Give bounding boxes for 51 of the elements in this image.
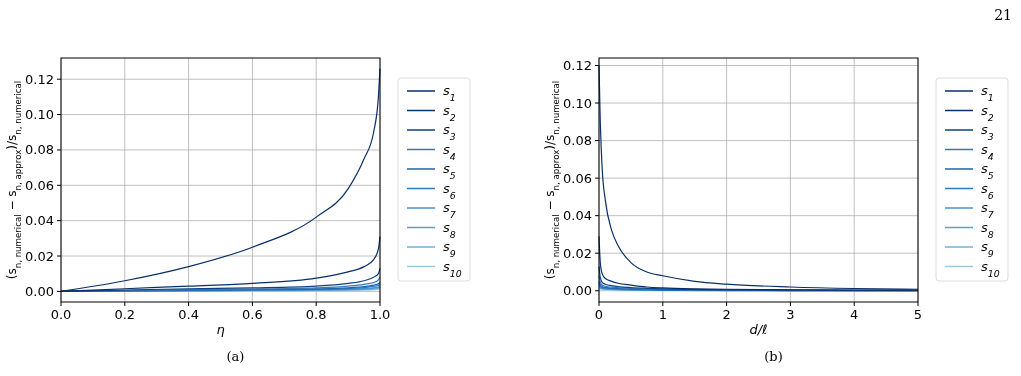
legend-label: s$_{4}$ bbox=[443, 141, 456, 161]
text: (b) bbox=[764, 349, 783, 364]
x-tick-label: 5 bbox=[913, 307, 923, 322]
x-tick-label: 2 bbox=[722, 307, 731, 322]
text: (a) bbox=[226, 349, 245, 364]
legend-label: s$_{9}$ bbox=[443, 239, 456, 259]
legend-label: s$_{1}$ bbox=[981, 83, 994, 103]
x-tick-label: 0.6 bbox=[242, 307, 263, 322]
legend-label: s$_{2}$ bbox=[443, 102, 456, 122]
x-axis-title: η bbox=[216, 322, 225, 337]
x-tick-label: 3 bbox=[786, 307, 795, 322]
y-tick-label: 0.10 bbox=[25, 107, 54, 123]
legend-label: s$_{5}$ bbox=[981, 161, 994, 181]
y-tick-label: 0.02 bbox=[25, 248, 54, 264]
legend-label: s$_{6}$ bbox=[443, 180, 456, 200]
y-tick-label: 0.08 bbox=[25, 142, 54, 158]
text: 21 bbox=[994, 7, 1012, 23]
legend-label: s$_{10}$ bbox=[443, 258, 462, 278]
legend-label: s$_{2}$ bbox=[981, 102, 994, 122]
y-tick-label: 0.06 bbox=[563, 170, 592, 186]
x-tick-label: 0.0 bbox=[50, 307, 72, 322]
x-tick-label: 1 bbox=[658, 307, 667, 322]
legend-label: s$_{9}$ bbox=[981, 239, 994, 259]
x-tick-label: 0.4 bbox=[178, 307, 199, 322]
legend-label: s$_{3}$ bbox=[981, 122, 994, 142]
y-tick-label: 0.12 bbox=[25, 71, 54, 87]
y-tick-label: 0.00 bbox=[25, 283, 54, 299]
y-tick-label: 0.12 bbox=[563, 58, 592, 74]
y-tick-label: 0.08 bbox=[563, 133, 592, 149]
x-tick-label: 0 bbox=[594, 307, 604, 322]
legend-label: s$_{7}$ bbox=[981, 200, 994, 220]
legend-label: s$_{10}$ bbox=[981, 258, 1000, 278]
legend-label: s$_{5}$ bbox=[443, 161, 456, 181]
legend-label: s$_{1}$ bbox=[443, 83, 456, 103]
legend-label: s$_{4}$ bbox=[981, 141, 994, 161]
x-tick-label: 4 bbox=[850, 307, 859, 322]
x-tick-label: 0.8 bbox=[305, 307, 327, 322]
legend-label: s$_{8}$ bbox=[981, 219, 994, 239]
y-tick-label: 0.10 bbox=[563, 95, 592, 111]
y-tick-label: 0.04 bbox=[563, 208, 592, 224]
legend-label: s$_{7}$ bbox=[443, 200, 456, 220]
legend-label: s$_{6}$ bbox=[981, 180, 994, 200]
x-tick-label: 0.2 bbox=[114, 307, 136, 322]
y-tick-label: 0.00 bbox=[563, 283, 592, 299]
y-tick-label: 0.06 bbox=[25, 177, 54, 193]
legend-label: s$_{8}$ bbox=[443, 219, 456, 239]
legend-label: s$_{3}$ bbox=[443, 122, 456, 142]
x-axis-title: d/ℓ bbox=[749, 322, 768, 337]
y-tick-label: 0.02 bbox=[563, 245, 592, 261]
y-tick-label: 0.04 bbox=[25, 213, 54, 229]
x-tick-label: 1.0 bbox=[369, 307, 391, 322]
